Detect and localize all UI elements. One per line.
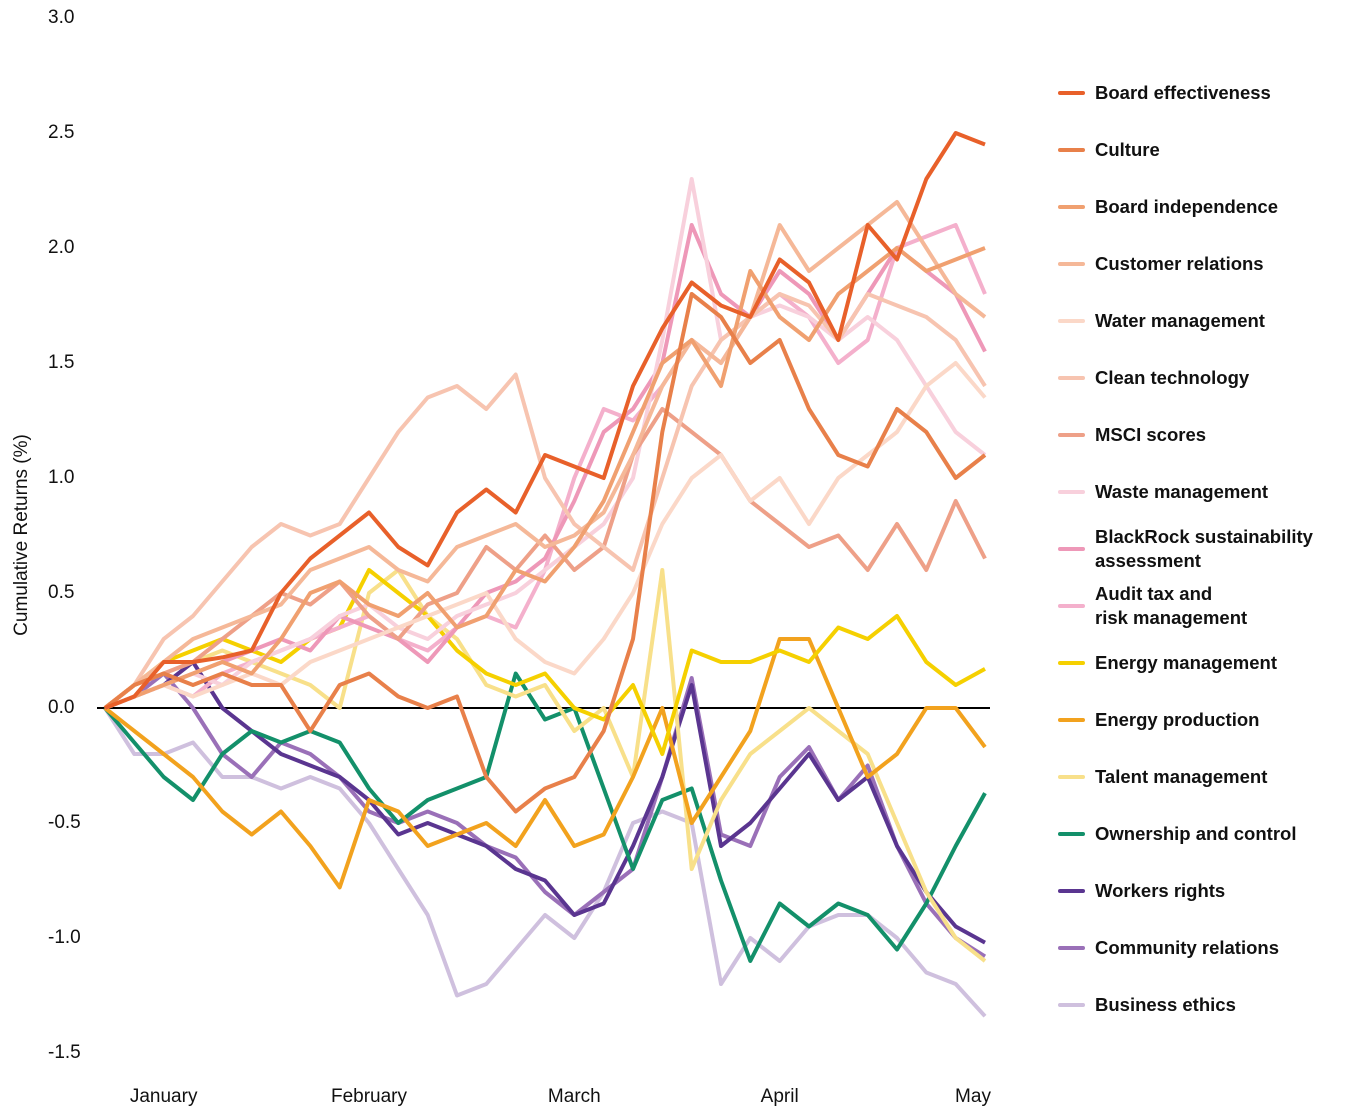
series-line [103,200,987,710]
series-line [103,671,987,963]
legend-swatch [1058,262,1085,266]
legend-label: Business ethics [1095,994,1236,1015]
x-tick-label: February [331,1086,408,1107]
legend-label: Waste management [1095,481,1269,502]
x-tick-label: April [761,1086,799,1107]
y-tick-label: 0.5 [48,582,74,603]
legend-item: Talent management [1058,765,1267,789]
legend-swatch [1058,661,1085,665]
legend-swatch [1058,775,1085,779]
legend-item: Audit tax and risk management [1058,582,1247,630]
legend-swatch [1058,490,1085,494]
legend-swatch [1058,604,1085,608]
y-tick-label: 3.0 [48,7,74,28]
legend-swatch [1058,1003,1085,1007]
y-tick-label: -1.0 [48,927,81,948]
legend-item: Waste management [1058,480,1268,504]
legend-item: Water management [1058,309,1265,333]
legend-item: Business ethics [1058,993,1236,1017]
legend-item: Workers rights [1058,879,1225,903]
legend-label: Water management [1095,310,1265,331]
x-tick-label: March [548,1086,601,1107]
series-line [104,246,986,710]
legend-label: Community relations [1095,937,1279,958]
legend-swatch [1058,832,1085,836]
legend-item: Ownership and control [1058,822,1296,846]
chart: Cumulative Returns (%) 3.0 2.5 2.0 1.5 1.0 0.… [11,7,991,1107]
legend-item: Clean technology [1058,366,1249,390]
legend-swatch [1058,319,1085,323]
legend-swatch [1058,718,1085,722]
legend-swatch [1058,946,1085,950]
x-tick-label: January [130,1086,198,1107]
legend-item: Board effectiveness [1058,81,1271,105]
legend-label: Energy production [1095,709,1260,730]
legend-label: Customer relations [1095,253,1264,274]
legend-label: BlackRock sustainability assessment [1095,526,1313,571]
y-tick-label: 2.0 [48,237,74,258]
legend-swatch [1058,91,1085,95]
y-axis-label: Cumulative Returns (%) [11,434,32,636]
legend-item: Board independence [1058,195,1278,219]
legend-item: BlackRock sustainability assessment [1058,525,1313,573]
legend-label: Workers rights [1095,880,1226,901]
x-tick-label: May [955,1086,991,1107]
legend-label: MSCI scores [1095,424,1207,445]
legend-label: Energy management [1095,652,1277,673]
legend-item: Community relations [1058,936,1279,960]
legend-label: Board effectiveness [1095,82,1271,103]
legend-item: Energy production [1058,708,1259,732]
y-tick-label: 0.0 [48,697,74,718]
legend-swatch [1058,433,1085,437]
legend-label: Ownership and control [1095,823,1297,844]
series-line [103,637,987,890]
legend-swatch [1058,376,1085,380]
legend-item: Culture [1058,138,1160,162]
y-tick-label: -1.5 [48,1042,81,1063]
legend-swatch [1058,547,1085,551]
legend-label: Culture [1095,139,1160,160]
legend-label: Audit tax and risk management [1095,583,1248,628]
series-line [103,292,987,814]
legend-swatch [1058,889,1085,893]
legend-item: Energy management [1058,651,1277,675]
series-line [104,131,986,710]
y-tick-label: 1.0 [48,467,74,488]
y-tick-label: -0.5 [48,812,81,833]
legend-swatch [1058,148,1085,152]
series-line [103,706,987,1018]
legend-item: Customer relations [1058,252,1264,276]
y-tick-label: 2.5 [48,122,74,143]
legend-label: Clean technology [1095,367,1250,388]
legend-label: Board independence [1095,196,1278,217]
legend-label: Talent management [1095,766,1268,787]
legend-swatch [1058,205,1085,209]
y-tick-label: 1.5 [48,352,74,373]
legend-item: MSCI scores [1058,423,1206,447]
